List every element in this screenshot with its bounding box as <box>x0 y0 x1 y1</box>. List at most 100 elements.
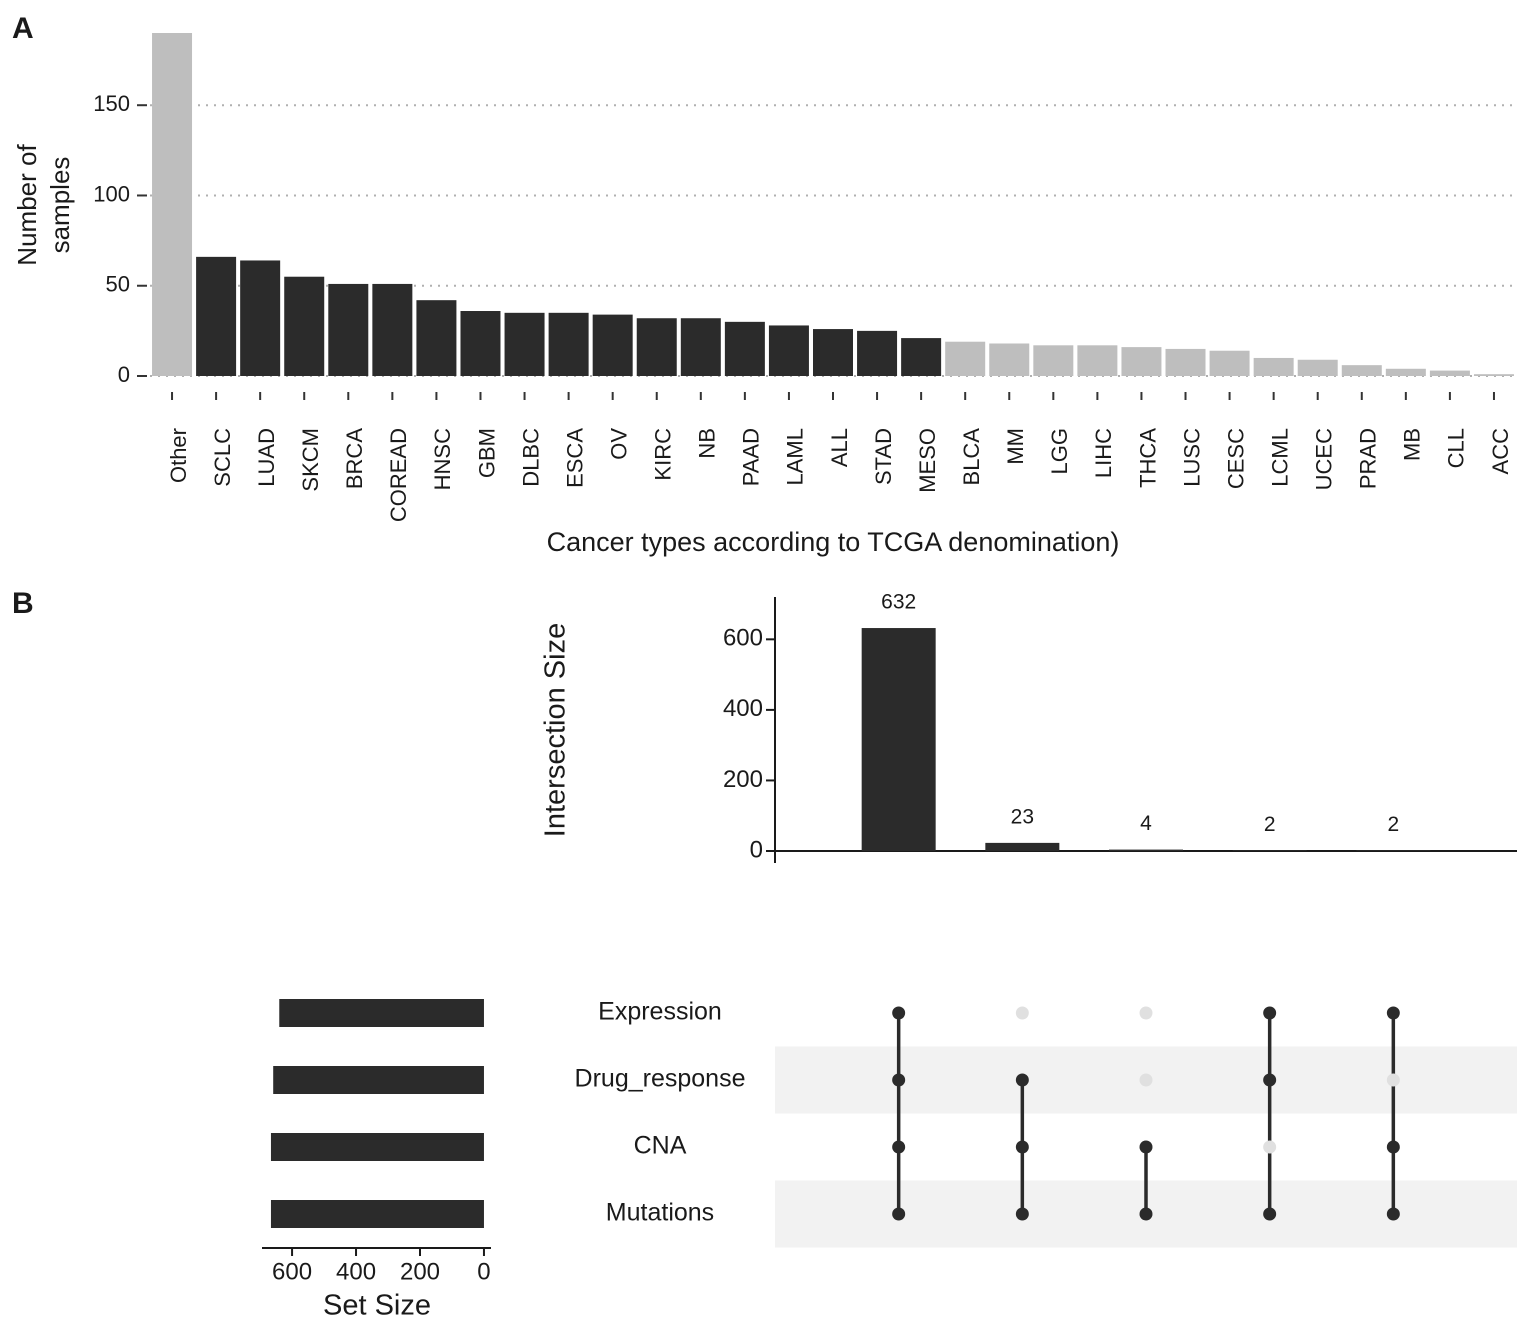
bar <box>724 321 765 376</box>
x-tick-label: OV <box>606 428 631 460</box>
bar <box>548 312 589 376</box>
y-axis-title: Intersection Size <box>540 623 572 837</box>
intersection-bar <box>1356 850 1431 851</box>
bar <box>416 300 457 376</box>
bar <box>1385 368 1426 376</box>
matrix-dot <box>1386 1006 1400 1020</box>
x-tick-label: COREAD <box>386 428 411 522</box>
x-tick-label: SKCM <box>298 428 323 492</box>
matrix-dot <box>892 1207 906 1221</box>
y-axis-title: Number of <box>12 144 42 266</box>
y-tick-label: 100 <box>93 181 130 206</box>
bar <box>1429 370 1470 376</box>
matrix-dot <box>1015 1207 1029 1221</box>
set-label: Expression <box>598 998 722 1026</box>
x-tick-label: 400 <box>336 1258 376 1285</box>
panel-label: A <box>12 12 34 45</box>
x-tick-label: BLCA <box>959 428 984 486</box>
x-tick-label: HNSC <box>430 428 455 490</box>
bar <box>857 330 898 376</box>
y-tick-label: 600 <box>723 625 763 652</box>
x-tick-label: ESCA <box>562 428 587 488</box>
matrix-dot <box>1263 1207 1277 1221</box>
bar <box>813 329 853 376</box>
y-tick-label: 0 <box>118 362 130 387</box>
x-tick-label: CLL <box>1444 428 1469 468</box>
x-tick-label: NB <box>695 428 720 459</box>
y-tick-label: 150 <box>93 91 130 116</box>
x-tick-label: LCML <box>1267 428 1292 487</box>
x-tick-label: GBM <box>474 428 499 478</box>
bar <box>1121 347 1162 376</box>
x-tick-label: BRCA <box>342 428 367 489</box>
bar <box>989 343 1030 376</box>
intersection-bar <box>985 842 1060 851</box>
x-tick-label: MM <box>1003 428 1028 465</box>
panel-label: B <box>12 587 34 620</box>
matrix-dot <box>892 1073 906 1087</box>
x-tick-label: KIRC <box>651 428 676 481</box>
bar <box>1077 345 1118 376</box>
bar <box>1165 348 1206 376</box>
set-label: Drug_response <box>575 1065 746 1093</box>
y-tick-label: 400 <box>723 695 763 722</box>
x-tick-label: LUSC <box>1179 428 1204 487</box>
matrix-dot <box>1015 1006 1029 1020</box>
set-bar <box>273 1066 484 1094</box>
value-label: 2 <box>1264 813 1276 836</box>
bar <box>1253 357 1294 376</box>
bar <box>152 33 193 376</box>
x-tick-label: PAAD <box>739 428 764 486</box>
x-axis-title: Cancer types according to TCGA denominat… <box>547 527 1120 557</box>
bar <box>636 318 677 376</box>
matrix-dot <box>1386 1207 1400 1221</box>
bar <box>680 318 721 376</box>
set-label: CNA <box>634 1132 687 1160</box>
intersection-bar <box>1232 850 1307 851</box>
matrix-dot <box>1263 1073 1277 1087</box>
x-tick-label: CESC <box>1223 428 1248 489</box>
matrix-dot <box>1139 1073 1153 1087</box>
matrix-dot <box>1139 1006 1153 1020</box>
y-tick-label: 0 <box>750 836 763 863</box>
bar <box>240 260 281 376</box>
matrix-dot <box>1263 1140 1277 1154</box>
set-bar <box>270 1133 484 1161</box>
intersection-bar <box>1109 849 1183 851</box>
y-axis-title: samples <box>45 157 75 254</box>
bar <box>460 311 501 376</box>
intersection-bar <box>861 628 936 851</box>
bar <box>372 283 413 376</box>
bar <box>945 341 986 376</box>
bar <box>901 338 942 376</box>
matrix-dot <box>1263 1006 1277 1020</box>
x-tick-label: MB <box>1400 428 1425 461</box>
x-tick-label: Other <box>166 428 191 483</box>
value-label: 632 <box>881 591 916 614</box>
x-tick-label: DLBC <box>518 428 543 487</box>
x-tick-label: LUAD <box>254 428 279 487</box>
matrix-dot <box>892 1006 906 1020</box>
bar <box>1033 345 1074 376</box>
y-tick-label: 200 <box>723 766 763 793</box>
x-axis-title: Set Size <box>323 1290 431 1322</box>
x-tick-label: 600 <box>272 1258 312 1285</box>
y-tick-label: 50 <box>106 272 130 297</box>
bar <box>1473 374 1514 376</box>
bar <box>284 276 325 376</box>
x-tick-label: LAML <box>783 428 808 485</box>
x-tick-label: LIHC <box>1091 428 1116 478</box>
matrix-dot <box>1015 1140 1029 1154</box>
value-label: 2 <box>1387 813 1399 836</box>
x-tick-label: MESO <box>915 428 940 493</box>
x-tick-label: ALL <box>827 428 852 467</box>
bar <box>504 312 545 376</box>
bar <box>328 283 369 376</box>
matrix-dot <box>1139 1207 1153 1221</box>
x-tick-label: PRAD <box>1356 428 1381 489</box>
matrix-dot <box>892 1140 906 1154</box>
x-tick-label: SCLC <box>210 428 235 487</box>
x-tick-label: ACC <box>1488 428 1513 475</box>
